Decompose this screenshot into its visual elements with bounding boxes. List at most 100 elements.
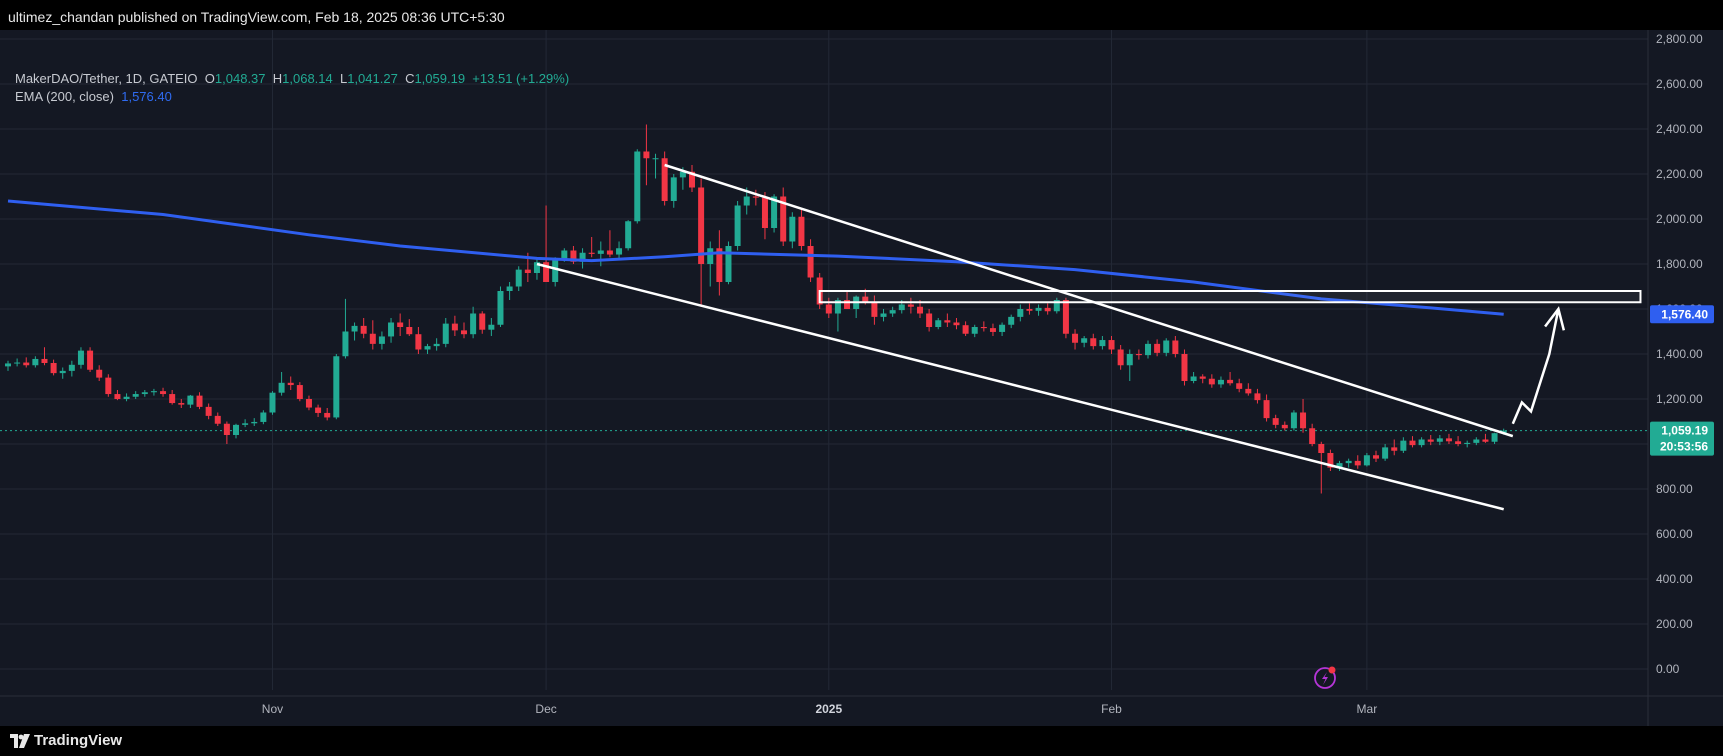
candle [488, 318, 495, 336]
candle-body [96, 369, 103, 378]
candle [1300, 399, 1307, 433]
candle [689, 165, 695, 192]
candle [1263, 394, 1270, 422]
candle-body [1300, 412, 1307, 429]
price-chart-svg[interactable]: Nov Dec 2025 Feb Mar 0.00 200.00 400.00 600.00 8… [0, 30, 1723, 726]
projection-arrow-head [1544, 306, 1566, 331]
candle [433, 338, 440, 351]
candle-body [1382, 447, 1389, 459]
candle [187, 394, 194, 408]
candle [497, 286, 504, 327]
candle-body [588, 252, 595, 254]
chart-area[interactable]: Nov Dec 2025 Feb Mar 0.00 200.00 400.00 600.00 8… [0, 30, 1723, 726]
candle [953, 318, 960, 330]
candle-body [789, 216, 796, 242]
candle-body [1400, 440, 1407, 451]
candle-body [87, 350, 94, 370]
candle [807, 239, 814, 282]
candle-body [1290, 412, 1297, 429]
candle-body [926, 313, 933, 327]
candle-body [479, 313, 486, 330]
candle-body [1117, 349, 1124, 366]
candle-body [497, 291, 504, 325]
candle [989, 323, 996, 336]
candle-body [1227, 379, 1234, 384]
candle-body [1044, 307, 1051, 312]
candle-body [761, 197, 768, 228]
candle [1473, 437, 1480, 446]
candle-body [634, 151, 641, 222]
candle-body [187, 395, 194, 405]
symbol-legend[interactable]: MakerDAO/Tether, 1D, GATEIO O1,048.37 H1… [15, 71, 569, 86]
candle-body [41, 358, 48, 363]
candle [1208, 374, 1215, 388]
candle [260, 410, 267, 425]
candle-body [515, 269, 522, 287]
candle [1409, 436, 1416, 448]
candle-body [1236, 383, 1243, 389]
candle-body [1491, 433, 1498, 442]
candle [780, 187, 787, 246]
candle [169, 390, 176, 405]
candle-body [1363, 455, 1370, 466]
candle-body [698, 187, 705, 264]
ema-value: 1,576.40 [121, 89, 172, 104]
candle [1090, 333, 1097, 350]
candle [616, 241, 623, 260]
candle [287, 376, 294, 390]
candle [150, 388, 157, 396]
candle-body [1145, 343, 1151, 356]
candle [643, 124, 650, 186]
y-tick-label: 2,000.00 [1656, 212, 1703, 226]
candle [926, 309, 933, 332]
candle-body [807, 246, 814, 278]
candle [1044, 303, 1051, 315]
candle [798, 207, 805, 251]
candle-body [1062, 300, 1069, 334]
candle-body [1354, 460, 1361, 466]
publisher-line: ultimez_chandan published on TradingView… [8, 9, 505, 25]
y-tick-label: 1,200.00 [1656, 392, 1703, 406]
candle [50, 359, 57, 376]
y-tick-label: 2,800.00 [1656, 32, 1703, 46]
ema-200-line [7, 199, 1504, 316]
ema-legend[interactable]: EMA (200, close) 1,576.40 [15, 89, 172, 104]
candle-body [196, 395, 203, 407]
candle-body [1053, 300, 1060, 312]
candle [1464, 440, 1471, 448]
candle-body [1327, 453, 1334, 468]
channel-lower-line [536, 262, 1504, 511]
candle-body [689, 171, 695, 188]
candle [333, 354, 340, 420]
candle-body [424, 346, 431, 350]
time-axis: Nov Dec 2025 Feb Mar [262, 702, 1377, 716]
candle [451, 315, 458, 336]
candle-body [780, 196, 787, 242]
candle [761, 192, 768, 240]
candle [14, 358, 21, 367]
candle-body [625, 221, 632, 249]
candle [1418, 437, 1425, 448]
candle [1172, 336, 1179, 358]
candle-body [1035, 307, 1042, 311]
candle [962, 321, 969, 336]
grid-lines [0, 30, 1723, 726]
candle [1354, 455, 1361, 469]
y-tick-label: 1,400.00 [1656, 347, 1703, 361]
candle [1181, 349, 1188, 386]
candle [251, 418, 258, 426]
candle-body [50, 363, 57, 374]
candle [96, 365, 103, 381]
candle [1108, 336, 1115, 354]
candle [415, 327, 422, 354]
last-price-tag: 1,059.19 20:53:56 [1650, 421, 1714, 456]
candle [378, 331, 385, 350]
candle-body [962, 325, 969, 334]
candle [871, 295, 878, 325]
candle [1035, 304, 1042, 316]
candle [105, 374, 112, 397]
candle [406, 319, 413, 336]
candle-body [260, 412, 267, 422]
candle-body [1427, 439, 1434, 442]
candle [980, 321, 987, 332]
